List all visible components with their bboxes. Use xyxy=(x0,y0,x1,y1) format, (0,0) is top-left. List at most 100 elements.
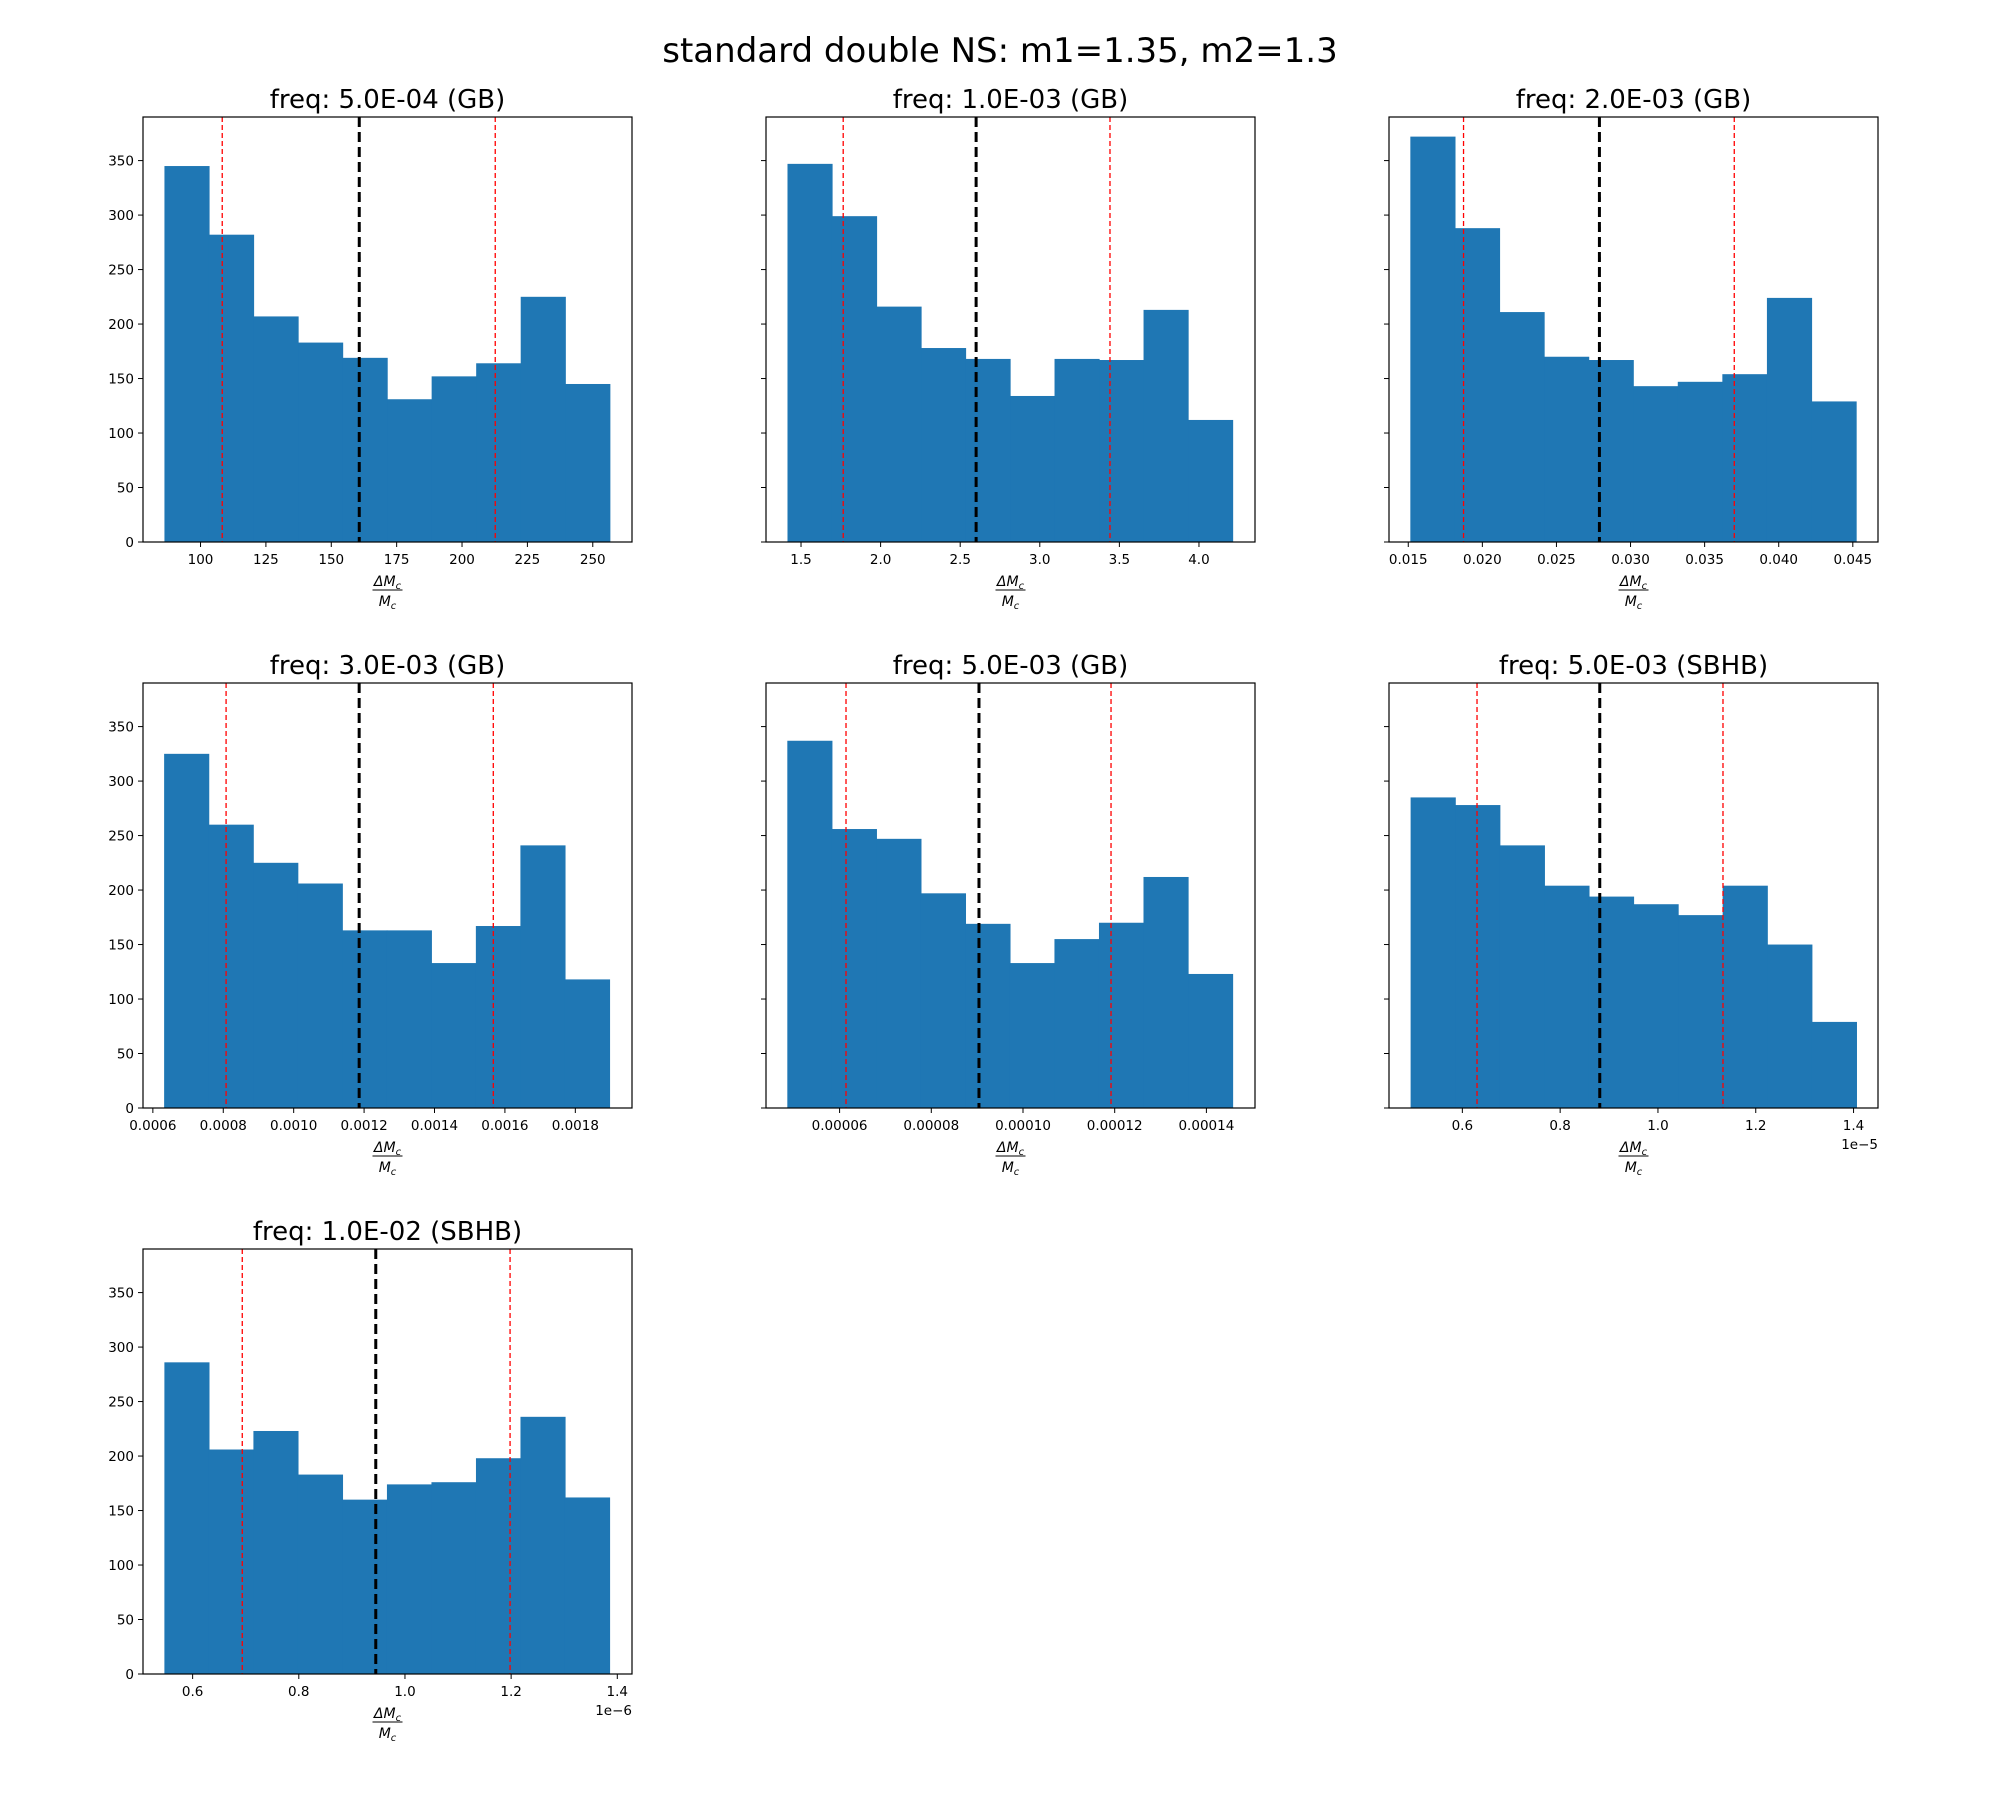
x-label-numerator: ΔMc xyxy=(1619,574,1648,592)
x-tick-label: 200 xyxy=(449,552,475,568)
histogram-bar xyxy=(297,1474,344,1674)
y-tick-label: 300 xyxy=(108,208,134,224)
histogram-bar xyxy=(787,740,833,1108)
x-label-denominator-main: M xyxy=(1625,1160,1637,1176)
histogram-bar xyxy=(1188,419,1234,542)
histogram-bar xyxy=(1054,358,1100,542)
y-tick-label: 300 xyxy=(108,1340,134,1356)
histogram-bar xyxy=(1588,360,1634,542)
histogram-bar xyxy=(965,923,1011,1108)
histogram-bar xyxy=(920,893,967,1108)
x-tick-label: 0.00010 xyxy=(995,1118,1051,1134)
x-label-numerator-main: ΔM xyxy=(373,574,396,590)
x-tick-label: 125 xyxy=(253,552,279,568)
histogram-bar xyxy=(1678,915,1724,1108)
y-tick-label: 50 xyxy=(117,1047,134,1063)
histogram-bar xyxy=(876,838,922,1108)
subplot-3: 0.015 0.020 0.025 0.030 0.035 0.040 0.045 freq:… xyxy=(1384,85,1879,612)
axes-frame xyxy=(1388,682,1879,1109)
x-label-numerator-sub: c xyxy=(396,581,402,592)
x-tick-label: 0.6 xyxy=(182,1684,203,1700)
histogram-bar xyxy=(564,979,611,1108)
histogram-bar xyxy=(431,1482,477,1674)
histogram-bar xyxy=(386,1484,433,1674)
histogram-bar xyxy=(565,383,611,542)
x-label-numerator-sub: c xyxy=(396,1147,402,1158)
x-label-denominator-main: M xyxy=(379,1726,391,1742)
histogram-bar xyxy=(1098,922,1145,1108)
subplot-title: freq: 2.0E-03 (GB) xyxy=(1516,85,1752,115)
histogram-bar xyxy=(208,234,255,542)
histogram-bar xyxy=(831,829,877,1108)
y-tick-label: 150 xyxy=(108,1504,134,1520)
histogram-bar xyxy=(564,1497,611,1674)
y-tick-label: 350 xyxy=(108,154,134,170)
y-tick-label: 150 xyxy=(108,372,134,388)
x-tick-label: 0.6 xyxy=(1452,1118,1473,1134)
x-label-numerator: ΔMc xyxy=(996,574,1025,592)
histogram-bar xyxy=(1143,309,1189,542)
subplot-title: freq: 1.0E-02 (SBHB) xyxy=(253,1217,522,1247)
x-label-numerator: ΔMc xyxy=(373,574,402,592)
x-label-denominator: Mc xyxy=(379,1726,397,1744)
x-label-denominator-sub: c xyxy=(1014,601,1020,612)
subplots: 0 50 100 150 200 250 300 350 100 125 150 175 200 225 2… xyxy=(108,85,1879,1744)
x-label-numerator-main: ΔM xyxy=(373,1706,396,1722)
histogram-bar xyxy=(1499,845,1545,1108)
x-offset-text: 1e−6 xyxy=(595,1703,632,1719)
x-offset-text: 1e−5 xyxy=(1841,1137,1878,1153)
histogram-bar xyxy=(1410,136,1456,542)
x-label-denominator-main: M xyxy=(379,1160,391,1176)
x-label-denominator-sub: c xyxy=(1637,601,1643,612)
y-tick-label: 0 xyxy=(125,535,134,551)
x-label-numerator: ΔMc xyxy=(373,1140,402,1158)
histogram-bar xyxy=(1544,356,1590,542)
x-tick-label: 1.4 xyxy=(1843,1118,1864,1134)
histogram-bar xyxy=(298,342,344,542)
x-tick-label: 0.0006 xyxy=(129,1118,176,1134)
histogram-bar xyxy=(1811,1021,1857,1108)
x-label-numerator-main: ΔM xyxy=(373,1140,396,1156)
histogram-bar xyxy=(208,1449,255,1674)
y-tick-label: 100 xyxy=(108,992,134,1008)
y-tick-label: 250 xyxy=(108,263,134,279)
histogram-bar xyxy=(520,845,566,1108)
histogram-bar xyxy=(431,376,477,542)
x-tick-label: 0.0016 xyxy=(481,1118,528,1134)
histogram-bar xyxy=(1099,360,1145,542)
histogram-bar xyxy=(876,306,922,542)
x-label-numerator-main: ΔM xyxy=(996,574,1019,590)
y-tick-label: 50 xyxy=(117,481,134,497)
histogram-bar xyxy=(520,1416,566,1674)
axes-frame xyxy=(142,682,633,1109)
x-label-denominator: Mc xyxy=(1002,594,1020,612)
figure-title: standard double NS: m1=1.35, m2=1.3 xyxy=(662,31,1337,71)
x-tick-label: 100 xyxy=(188,552,214,568)
subplot-6: 0.6 0.8 1.0 1.2 1.4 1e−5 freq: 5.0E-03 (SBHB) Δ… xyxy=(1384,651,1879,1178)
histogram-bar xyxy=(475,926,521,1108)
x-label-denominator: Mc xyxy=(379,1160,397,1178)
x-tick-label: 250 xyxy=(580,552,606,568)
x-tick-label: 0.030 xyxy=(1611,552,1650,568)
histogram-bar xyxy=(1499,312,1545,542)
histogram-bar xyxy=(1143,876,1189,1108)
x-tick-label: 3.0 xyxy=(1029,552,1050,568)
x-label-numerator-sub: c xyxy=(396,1713,402,1724)
x-label-numerator-sub: c xyxy=(1019,1147,1025,1158)
x-label-numerator-main: ΔM xyxy=(1619,1140,1642,1156)
x-label-denominator-sub: c xyxy=(391,601,397,612)
x-tick-label: 150 xyxy=(318,552,344,568)
histogram-bar xyxy=(387,399,433,542)
y-tick-label: 350 xyxy=(108,720,134,736)
x-label-denominator-main: M xyxy=(1002,594,1014,610)
x-tick-label: 0.040 xyxy=(1759,552,1798,568)
histogram-bar xyxy=(1722,885,1768,1108)
histogram-bar xyxy=(1722,374,1768,542)
axes-frame xyxy=(142,1248,633,1675)
histogram-bar xyxy=(1410,797,1456,1108)
axes-frame xyxy=(142,116,633,543)
x-tick-label: 1.4 xyxy=(607,1684,628,1700)
histogram-bar xyxy=(1188,973,1234,1108)
subplot-1: 0 50 100 150 200 250 300 350 100 125 150 175 200 225 2… xyxy=(108,85,633,612)
